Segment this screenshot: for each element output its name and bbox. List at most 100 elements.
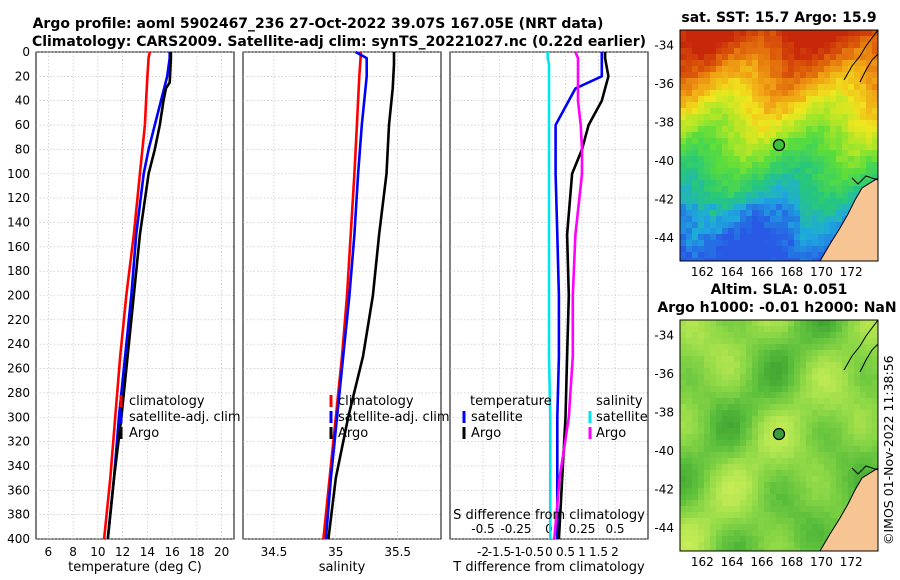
sla-cell <box>752 488 759 495</box>
sst-cell <box>728 234 735 241</box>
sst-cell <box>830 144 837 151</box>
sst-cell <box>752 36 759 43</box>
sst-cell <box>776 66 783 73</box>
sst-cell <box>770 114 777 121</box>
sla-cell <box>764 398 771 405</box>
sst-cell <box>728 84 735 91</box>
sla-cell <box>686 440 693 447</box>
sla-cell <box>866 410 873 417</box>
sla-cell <box>698 428 705 435</box>
sla-cell <box>704 374 711 381</box>
sst-cell <box>794 186 801 193</box>
sst-cell <box>770 48 777 55</box>
sst-cell <box>788 108 795 115</box>
sla-cell <box>698 458 705 465</box>
sst-cell <box>716 30 723 37</box>
sst-cell <box>866 42 873 49</box>
sst-cell <box>722 216 729 223</box>
depth-tick-label: 0 <box>22 45 30 59</box>
sst-cell <box>812 48 819 55</box>
sla-cell <box>740 344 747 351</box>
sla-cell <box>830 452 837 459</box>
sst-cell <box>776 222 783 229</box>
sst-cell <box>734 240 741 247</box>
sla-cell <box>686 416 693 423</box>
sla-cell <box>752 464 759 471</box>
sla-cell <box>776 464 783 471</box>
sst-cell <box>830 228 837 235</box>
sla-cell <box>830 518 837 525</box>
sst-cell <box>686 36 693 43</box>
sla-cell <box>752 440 759 447</box>
sla-cell <box>692 488 699 495</box>
figure-title-line1: Argo profile: aoml 5902467_236 27-Oct-20… <box>33 16 604 32</box>
depth-tick-label: 80 <box>15 142 30 156</box>
sst-cell <box>746 84 753 91</box>
sla-cell <box>782 422 789 429</box>
sla-cell <box>770 422 777 429</box>
sla-cell <box>866 434 873 441</box>
sst-cell <box>764 180 771 187</box>
sla-cell <box>692 320 699 327</box>
sst-cell <box>716 120 723 127</box>
sst-cell <box>722 252 729 259</box>
legend-label-satellite-adj: satellite-adj. clim <box>338 410 450 425</box>
sla-cell <box>722 530 729 537</box>
sla-cell <box>704 386 711 393</box>
sst-cell <box>776 78 783 85</box>
sst-cell <box>794 36 801 43</box>
sst-cell <box>812 114 819 121</box>
sst-cell <box>764 36 771 43</box>
sla-cell <box>692 350 699 357</box>
sla-cell <box>728 434 735 441</box>
sla-cell <box>758 530 765 537</box>
sla-cell <box>830 326 837 333</box>
sst-cell <box>698 168 705 175</box>
sst-cell <box>740 78 747 85</box>
sla-map <box>680 320 878 551</box>
sst-cell <box>722 198 729 205</box>
sst-cell <box>698 204 705 211</box>
sst-cell <box>782 216 789 223</box>
sst-cell <box>860 78 867 85</box>
sst-cell <box>716 138 723 145</box>
sst-cell <box>806 60 813 67</box>
sst-cell <box>692 96 699 103</box>
sst-cell <box>722 132 729 139</box>
sst-cell <box>818 120 825 127</box>
sst-cell <box>740 102 747 109</box>
sst-cell <box>704 114 711 121</box>
sla-cell <box>740 416 747 423</box>
sla-cell <box>860 458 867 465</box>
sst-cell <box>860 126 867 133</box>
sst-cell <box>740 174 747 181</box>
sst-cell <box>788 30 795 37</box>
sla-cell <box>848 416 855 423</box>
sla-cell <box>710 344 717 351</box>
sst-cell <box>812 144 819 151</box>
sla-cell <box>722 458 729 465</box>
sla-cell <box>752 356 759 363</box>
sla-cell <box>746 320 753 327</box>
sla-cell <box>770 356 777 363</box>
sst-cell <box>842 78 849 85</box>
sst-cell <box>722 246 729 253</box>
sla-cell <box>842 368 849 375</box>
sla_map-lat-tick: -34 <box>654 328 674 342</box>
sla-cell <box>764 374 771 381</box>
difference-legend: temperature satellite Argo salinity sate… <box>462 394 648 441</box>
sst-cell <box>722 240 729 247</box>
sla-cell <box>776 350 783 357</box>
timestamp: ©IMOS 01-Nov-2022 11:38:56 <box>881 355 896 545</box>
sst-cell <box>860 84 867 91</box>
sla-cell <box>752 500 759 507</box>
sla-cell <box>764 500 771 507</box>
sst-cell <box>728 240 735 247</box>
sla-cell <box>872 374 878 381</box>
sst-cell <box>740 252 747 259</box>
sla-coastline-north <box>843 320 878 373</box>
sst-cell <box>698 126 705 133</box>
sla-cell <box>734 458 741 465</box>
sla-cell <box>770 470 777 477</box>
sla-cell <box>722 524 729 531</box>
